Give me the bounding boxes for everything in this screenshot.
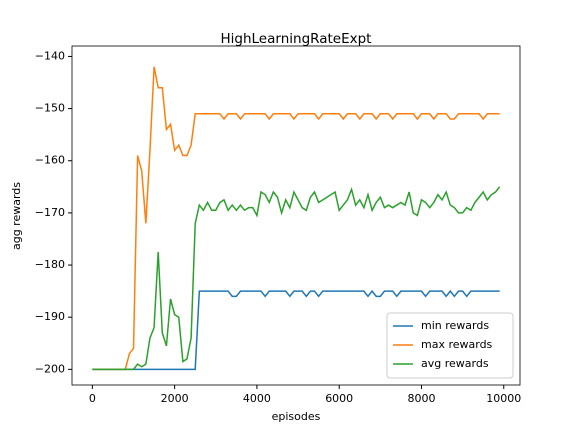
x-tick-label: 10000 [486, 392, 521, 405]
x-axis-label: episodes [272, 410, 321, 423]
line-series [92, 289, 500, 371]
x-tick-label: 6000 [325, 392, 353, 405]
y-tick-label: −140 [35, 49, 65, 62]
legend-box [386, 312, 514, 379]
x-tick-label: 4000 [243, 392, 271, 405]
line-series [92, 186, 501, 371]
chart-title: HighLearningRateExpt [221, 31, 372, 47]
y-tick-label: −170 [35, 206, 65, 219]
y-tick-label: −200 [35, 362, 65, 375]
x-tick-label: 8000 [407, 392, 435, 405]
legend-label: avg rewards [421, 357, 489, 370]
x-tick-label: 2000 [161, 392, 189, 405]
line-series [92, 66, 500, 371]
y-tick-label: −150 [35, 102, 65, 115]
y-tick-label: −190 [35, 310, 65, 323]
y-axis-label: agg rewards [10, 182, 23, 250]
x-tick-label: 0 [89, 392, 96, 405]
y-tick-label: −160 [35, 154, 65, 167]
legend-label: max rewards [421, 338, 493, 351]
legend-label: min rewards [421, 319, 489, 332]
plot-frame [71, 45, 521, 386]
y-tick-label: −180 [35, 258, 65, 271]
